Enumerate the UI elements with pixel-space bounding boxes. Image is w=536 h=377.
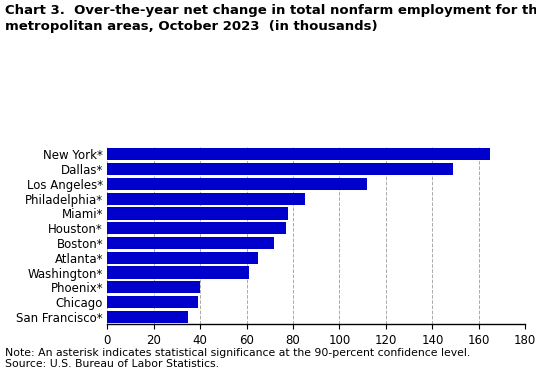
Bar (107, 252, 258, 264)
Bar (107, 149, 490, 161)
Text: Chart 3.  Over-the-year net change in total nonfarm employment for the 12  large: Chart 3. Over-the-year net change in tot… (5, 4, 536, 33)
Bar (107, 296, 198, 308)
Bar (107, 163, 453, 175)
Text: Note: An asterisk indicates statistical significance at the 90-percent confidenc: Note: An asterisk indicates statistical … (5, 348, 471, 369)
Bar (107, 311, 189, 323)
Bar (107, 178, 367, 190)
Bar (107, 281, 200, 293)
Bar (107, 267, 249, 279)
Bar (107, 207, 288, 219)
Bar (107, 237, 274, 249)
Bar (107, 193, 304, 205)
Bar (107, 222, 286, 234)
